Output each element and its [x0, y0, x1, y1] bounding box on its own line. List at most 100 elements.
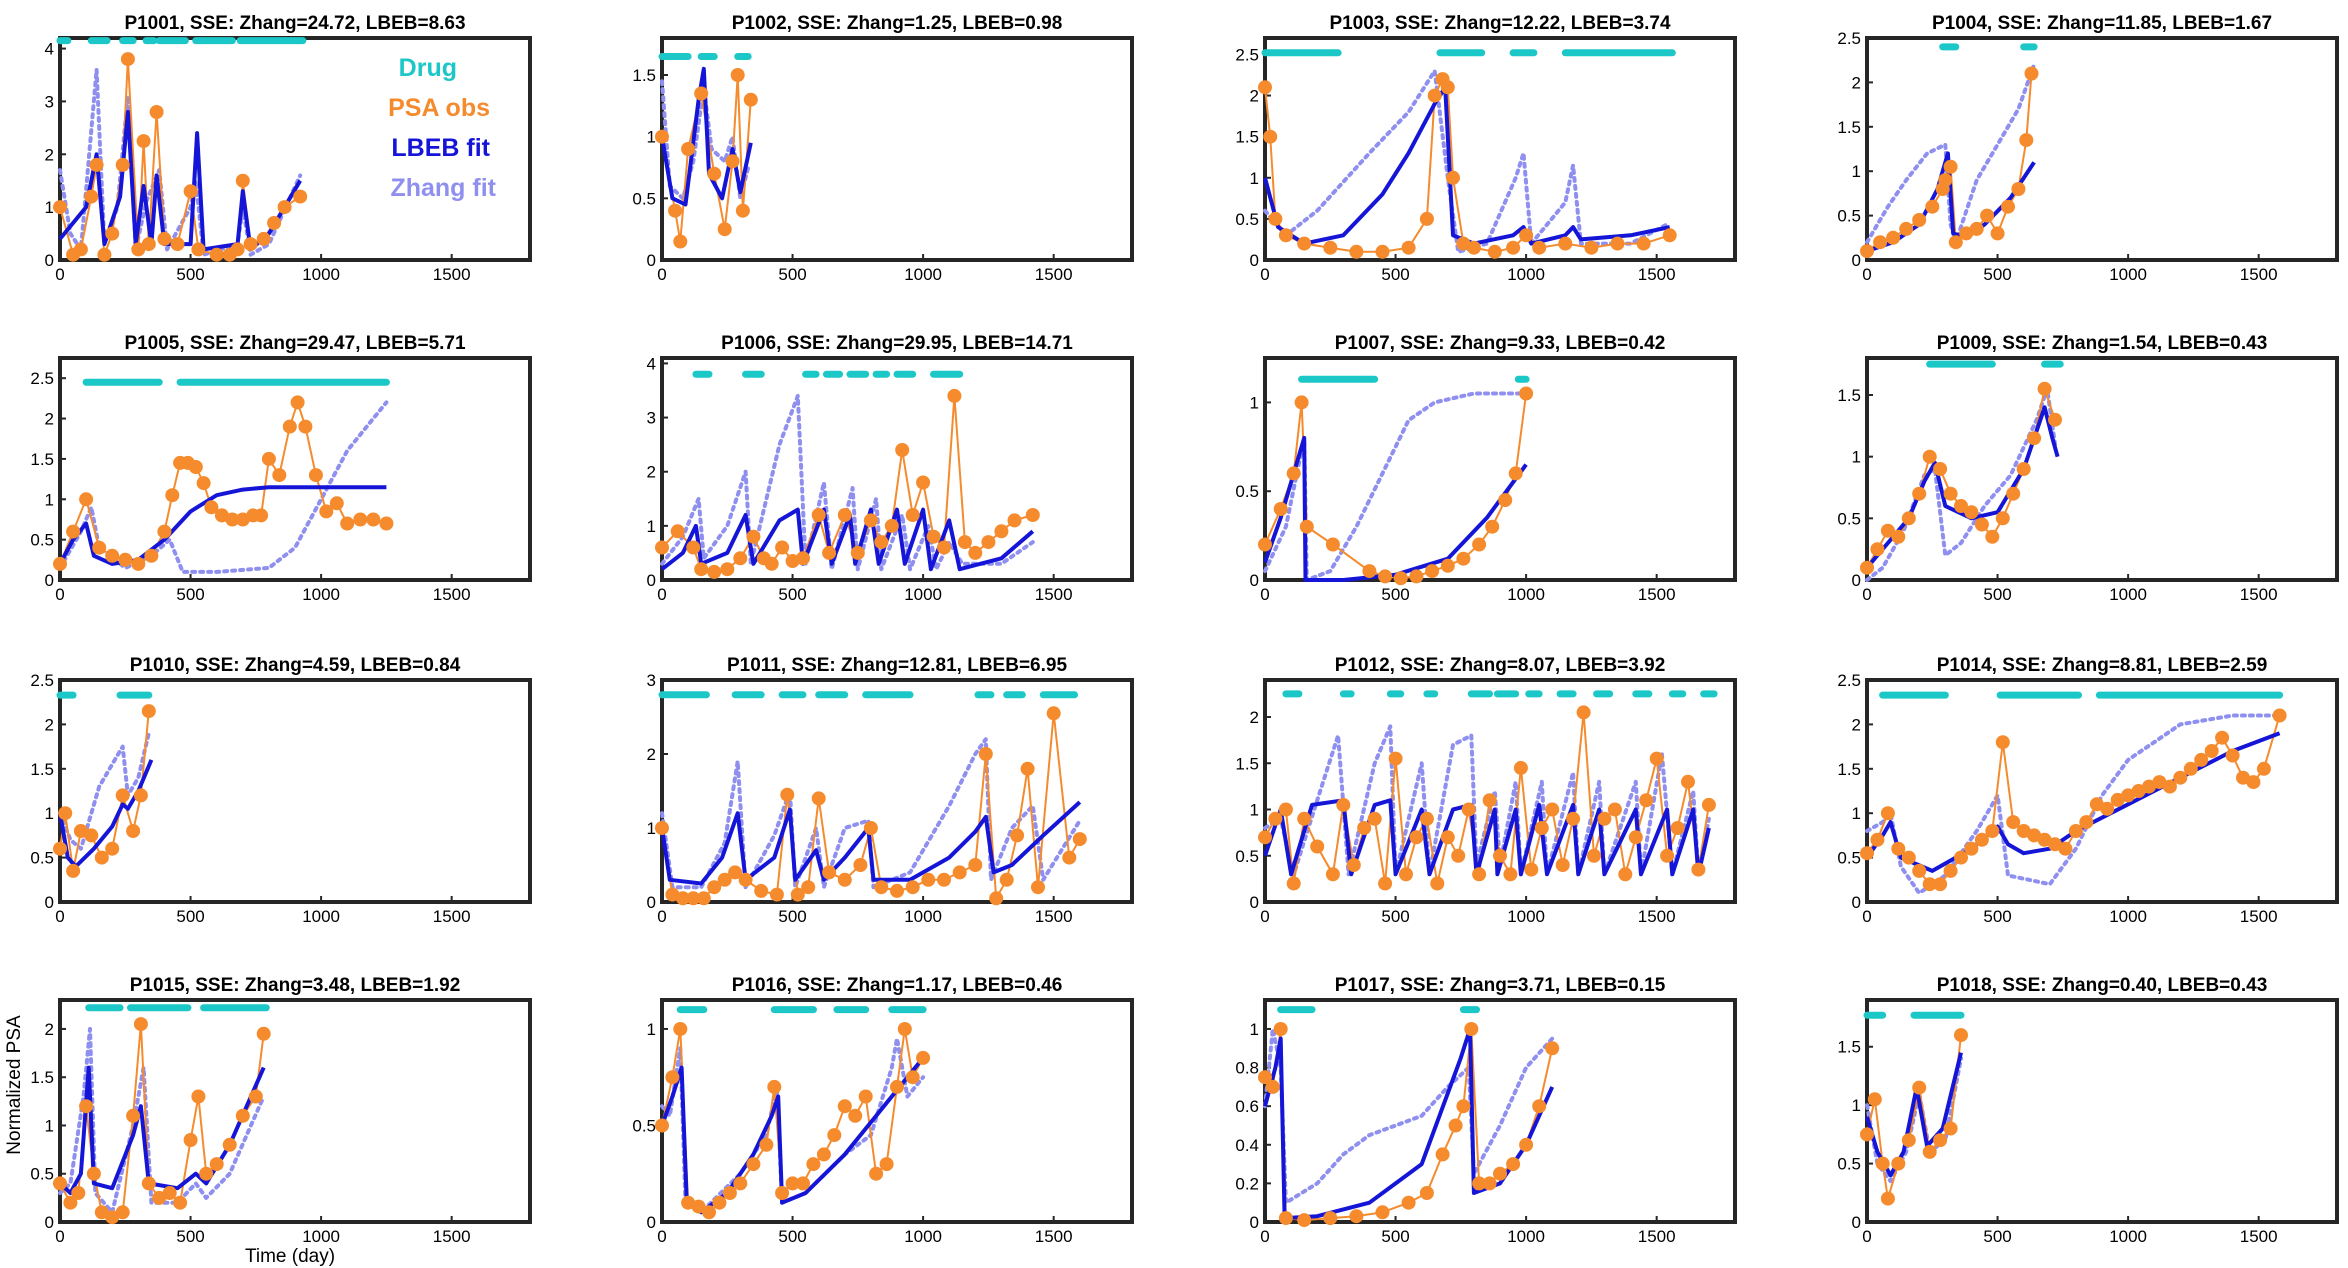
x-tick-label: 500 — [1983, 907, 2011, 926]
psa-obs-point — [1938, 173, 1952, 187]
psa-obs-point — [1923, 1145, 1937, 1159]
psa-obs-point — [1441, 559, 1455, 573]
psa-obs-point — [1378, 877, 1392, 891]
psa-obs-point — [1310, 840, 1324, 854]
x-tick-label: 1500 — [1638, 585, 1676, 604]
psa-obs-point — [765, 557, 779, 571]
axes-box — [1265, 1000, 1735, 1222]
y-tick-label: 1.5 — [1235, 128, 1259, 147]
psa-obs-point — [1991, 226, 2005, 240]
psa-obs-point — [1336, 798, 1350, 812]
psa-obs-point — [869, 1167, 883, 1181]
psa-obs-point — [184, 1133, 198, 1147]
psa-obs-point — [806, 1157, 820, 1171]
psa-obs-point — [994, 524, 1008, 538]
psa-obs-point — [293, 190, 307, 204]
panel-9: P1010, SSE: Zhang=4.59, LBEB=0.840 500 100… — [30, 655, 530, 926]
psa-obs-point — [2058, 842, 2072, 856]
panel-7: P1007, SSE: Zhang=9.33, LBEB=0.420 500 100… — [1235, 333, 1735, 604]
zhang-fit-line — [1265, 71, 1670, 252]
psa-obs-point — [1472, 538, 1486, 552]
y-tick-label: 1 — [647, 517, 656, 536]
psa-obs-point — [257, 1027, 271, 1041]
psa-obs-point — [1000, 873, 1014, 887]
psa-obs-point — [1519, 387, 1533, 401]
x-tick-label: 1000 — [302, 585, 340, 604]
psa-obs-point — [1870, 542, 1884, 556]
y-tick-label: 1 — [1250, 393, 1259, 412]
lbeb-fit-line — [1265, 87, 1670, 243]
y-tick-label: 1 — [45, 490, 54, 509]
psa-obs-point — [1389, 752, 1403, 766]
psa-obs-point — [2079, 815, 2093, 829]
x-tick-label: 1000 — [2109, 585, 2147, 604]
psa-obs-point — [921, 873, 935, 887]
psa-obs-point — [223, 1138, 237, 1152]
psa-obs-point — [1399, 867, 1413, 881]
psa-obs-point — [309, 468, 323, 482]
y-tick-label: 0 — [1250, 571, 1259, 590]
x-tick-label: 0 — [1260, 585, 1269, 604]
psa-obs-point — [1509, 466, 1523, 480]
psa-obs-point — [906, 880, 920, 894]
y-tick-label: 0.2 — [1235, 1174, 1259, 1193]
psa-obs-point — [2011, 182, 2025, 196]
psa-obs-point — [142, 237, 156, 251]
psa-obs-point — [1488, 245, 1502, 259]
y-tick-label: 0.5 — [1235, 482, 1259, 501]
psa-obs-point — [1266, 1080, 1280, 1094]
psa-obs-point — [1483, 1176, 1497, 1190]
psa-obs-point — [1964, 505, 1978, 519]
psa-obs-point — [1876, 1157, 1890, 1171]
psa-obs-point — [1860, 1127, 1874, 1141]
panel-title: P1009, SSE: Zhang=1.54, LBEB=0.43 — [1937, 333, 2268, 354]
psa-obs-point — [197, 476, 211, 490]
psa-obs-point — [697, 891, 711, 905]
psa-obs-point — [1274, 1022, 1288, 1036]
psa-obs-point — [937, 873, 951, 887]
psa-obs-point — [1933, 462, 1947, 476]
psa-obs-point — [885, 519, 899, 533]
psa-obs-point — [1519, 228, 1533, 242]
psa-obs-point — [1258, 538, 1272, 552]
psa-obs-point — [655, 541, 669, 555]
psa-obs-point — [739, 873, 753, 887]
y-tick-label: 0.8 — [1235, 1059, 1259, 1078]
psa-obs-point — [244, 237, 258, 251]
y-tick-label: 2 — [1250, 708, 1259, 727]
psa-obs-point — [1472, 867, 1486, 881]
psa-obs-point — [1279, 803, 1293, 817]
psa-obs-point — [71, 1186, 85, 1200]
x-tick-label: 1500 — [1638, 907, 1676, 926]
y-tick-label: 4 — [647, 354, 656, 373]
psa-obs-point — [1323, 241, 1337, 255]
psa-obs-point — [1532, 241, 1546, 255]
psa-obs-point — [759, 1138, 773, 1152]
psa-obs-point — [707, 167, 721, 181]
psa-obs-point — [283, 420, 297, 434]
psa-obs-point — [1886, 231, 1900, 245]
psa-obs-point — [1681, 775, 1695, 789]
psa-obs-point — [1010, 828, 1024, 842]
psa-obs-point — [1870, 833, 1884, 847]
psa-obs-point — [2048, 413, 2062, 427]
y-tick-label: 1 — [647, 1020, 656, 1039]
psa-obs-point — [770, 888, 784, 902]
psa-obs-point — [1944, 160, 1958, 174]
y-tick-label: 0.5 — [30, 1165, 54, 1184]
x-tick-label: 1500 — [2240, 907, 2278, 926]
psa-obs-point — [1483, 793, 1497, 807]
psa-obs-point — [817, 1147, 831, 1161]
psa-obs-point — [1519, 1138, 1533, 1152]
y-tick-label: 1.5 — [1837, 760, 1861, 779]
panel-10: P1011, SSE: Zhang=12.81, LBEB=6.950 500 10… — [647, 655, 1132, 926]
y-tick-label: 2 — [1852, 715, 1861, 734]
psa-obs-point — [853, 858, 867, 872]
psa-obs-point — [864, 821, 878, 835]
psa-obs-point — [262, 452, 276, 466]
psa-obs-point — [1860, 846, 1874, 860]
x-tick-label: 500 — [1983, 585, 2011, 604]
y-tick-label: 0.5 — [1837, 1155, 1861, 1174]
psa-obs-point — [1446, 171, 1460, 185]
psa-obs-point — [257, 232, 271, 246]
